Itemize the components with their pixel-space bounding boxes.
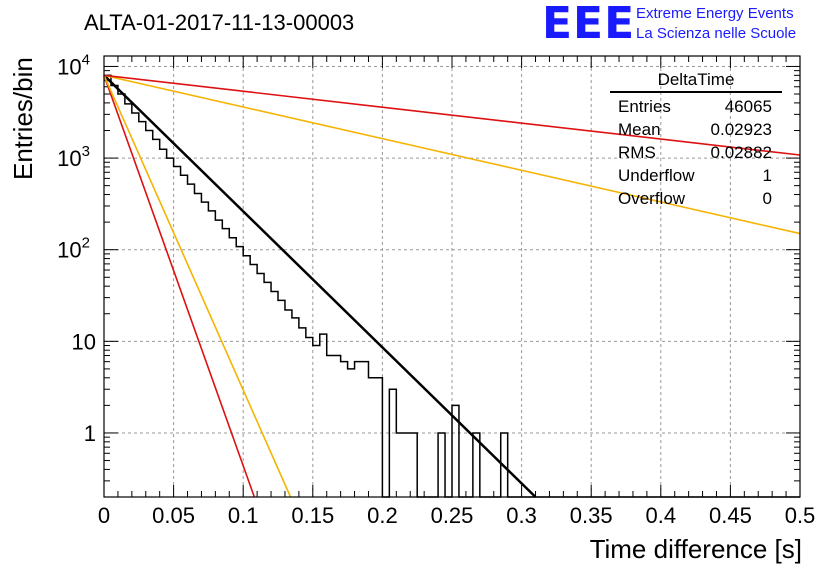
y-tick-label: 104 [57,51,90,79]
y-tick-label: 102 [57,235,90,263]
fit-line [103,74,537,498]
stats-label: Underflow [618,166,695,185]
eee-logo-mark: EEE [542,0,636,49]
y-tick-label: 10 [72,329,96,354]
stats-box: DeltaTime Entries 46065 Mean 0.02923 RMS… [610,70,782,210]
stats-label: RMS [618,143,656,162]
x-tick-label: 0.4 [646,503,677,528]
eee-logo-line2: La Scienza nelle Scuole [636,25,797,42]
stats-label: Overflow [618,189,686,208]
stats-row-mean: Mean 0.02923 [610,118,782,141]
x-tick-label: 0 [98,503,110,528]
x-tick-label: 0.3 [506,503,537,528]
fit-line [103,75,256,498]
stats-row-rms: RMS 0.02882 [610,141,782,164]
x-axis-label: Time difference [s] [589,534,802,564]
x-tick-label: 0.45 [709,503,752,528]
stats-value: 0.02923 [710,120,772,139]
chart-title: ALTA-01-2017-11-13-00003 [84,10,355,35]
stats-value: 46065 [724,97,772,116]
stats-row-entries: Entries 46065 [610,95,782,118]
y-axis-label-wrap: Entries/bin [8,57,38,190]
x-tick-label: 0.2 [367,503,398,528]
stats-row-overflow: Overflow 0 [610,187,782,210]
fit-line [103,74,292,498]
y-tick-label: 1 [84,421,96,446]
x-tick-label: 0.5 [785,503,816,528]
eee-logo-line1: Extreme Energy Events [636,5,794,22]
x-tick-label: 0.1 [228,503,259,528]
y-axis-label: Entries/bin [8,57,38,180]
fit-line [103,74,801,235]
stats-label: Entries [618,97,671,116]
eee-logo: EEE Extreme Energy Events La Scienza nel… [542,0,832,49]
x-tick-label: 0.05 [152,503,195,528]
x-tick-label: 0.35 [570,503,613,528]
stats-value: 1 [762,166,772,185]
stats-value: 0.02882 [710,143,772,162]
stats-title: DeltaTime [610,70,782,93]
stats-value: 0 [762,189,772,208]
y-tick-label: 103 [57,143,90,171]
x-tick-label: 0.15 [291,503,334,528]
stats-row-underflow: Underflow 1 [610,164,782,187]
fit-line [103,74,801,156]
x-tick-label: 0.25 [431,503,474,528]
plot-frame [103,55,801,498]
stats-label: Mean [618,120,661,139]
